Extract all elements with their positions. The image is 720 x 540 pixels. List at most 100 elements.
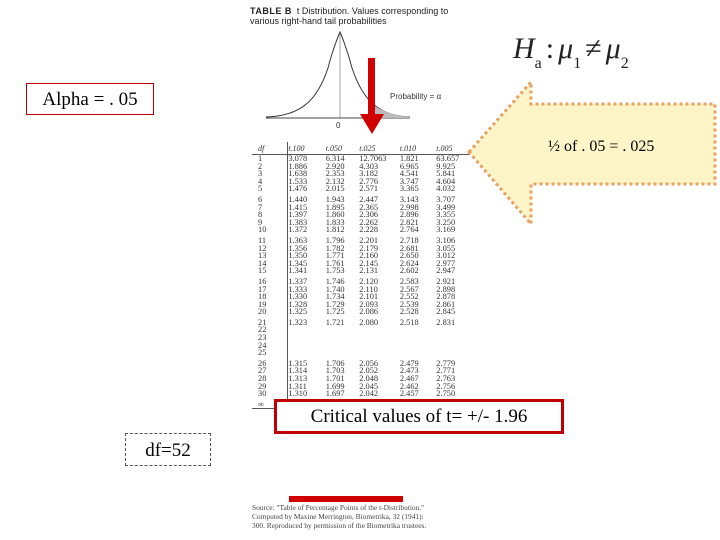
df-cell: 23 <box>252 334 289 342</box>
value-cell: 2.602 <box>399 266 419 276</box>
value-cell: 2.750 <box>436 389 456 399</box>
df-cell: 12 <box>252 244 289 253</box>
value-cell: 2.048 <box>359 374 379 384</box>
value-cell: 1.383 <box>288 217 308 227</box>
value-cell: 3.169 <box>436 225 456 235</box>
callout-arrow <box>467 80 717 229</box>
df-cell: 30 <box>252 390 289 398</box>
table-row: 9 1.383 1.833 2.262 2.821 3.250 <box>252 217 470 227</box>
value-cell: 3.012 <box>436 251 456 261</box>
value-cell: 2.462 <box>399 381 419 391</box>
value-cell: 1.895 <box>325 202 345 212</box>
df-cell: 29 <box>252 382 289 391</box>
formula-neq: ≠ <box>585 32 602 65</box>
value-cell: 3.499 <box>436 202 456 212</box>
value-cell: 6.314 <box>325 154 345 163</box>
zero-label: 0 <box>336 121 341 130</box>
value-cell <box>326 334 360 342</box>
table-row: 19 1.328 1.729 2.093 2.539 2.861 <box>252 299 470 309</box>
value-cell: 2.179 <box>359 243 379 253</box>
formula-colon: : <box>545 32 555 65</box>
table-row: 10 1.372 1.812 2.228 2.764 3.169 <box>252 226 470 234</box>
value-cell: 1.325 <box>288 307 308 317</box>
value-cell: 2.086 <box>359 307 379 317</box>
header-t100: t.100 <box>287 142 326 155</box>
value-cell: 1.337 <box>288 276 308 286</box>
value-cell: 1.333 <box>288 284 308 294</box>
value-cell: 2.681 <box>399 243 419 253</box>
value-cell: 2.120 <box>359 276 379 286</box>
value-cell: 1.943 <box>325 194 345 204</box>
value-cell: 2.131 <box>359 266 379 276</box>
value-cell: 1.796 <box>325 235 345 245</box>
value-cell: 1.860 <box>325 210 345 220</box>
value-cell <box>288 326 326 334</box>
value-cell: 2.921 <box>436 276 456 286</box>
source-note: Source: "Table of Percentage Points of t… <box>252 503 472 530</box>
value-cell <box>288 334 326 342</box>
value-cell: 1.328 <box>288 299 308 309</box>
value-cell: 1.476 <box>288 184 308 194</box>
value-cell: 2.567 <box>399 284 419 294</box>
value-cell: 1.812 <box>325 225 345 235</box>
value-cell <box>288 342 326 350</box>
value-cell: 2.447 <box>359 194 379 204</box>
header-df: df <box>252 142 289 155</box>
table-row: 28 1.313 1.701 2.048 2.467 2.763 <box>252 375 470 383</box>
formula-mu1: μ <box>558 32 574 65</box>
value-cell <box>359 326 400 334</box>
value-cell <box>436 342 470 350</box>
value-cell: 1.753 <box>325 266 345 276</box>
value-cell: 2.518 <box>399 317 419 327</box>
table-row: 20 1.325 1.725 2.086 2.528 2.845 <box>252 308 470 316</box>
header-t005: t.005 <box>436 142 470 155</box>
value-cell <box>436 334 470 342</box>
table-row: 1 3.078 6.314 12.7063 1.821 63.657 <box>252 154 470 163</box>
value-cell: 2.845 <box>436 307 456 317</box>
value-cell: 2.160 <box>359 251 379 261</box>
value-cell: 1.701 <box>325 374 345 384</box>
df-cell: 5 <box>252 185 289 193</box>
table-row: 26 1.315 1.706 2.056 2.479 2.779 <box>252 356 470 368</box>
table-row: 18 1.330 1.734 2.101 2.552 2.878 <box>252 293 470 301</box>
table-row: 21 1.323 1.721 2.080 2.518 2.831 <box>252 315 470 327</box>
df-cell: 4 <box>252 177 289 186</box>
value-cell <box>436 326 470 334</box>
value-cell <box>400 349 436 357</box>
df-cell: 9 <box>252 218 289 227</box>
t-values-table: df t.100 t.050 t.025 t.010 t.005 1 3.078 6… <box>252 142 470 410</box>
value-cell: 2.624 <box>399 258 419 268</box>
table-caption-line2: various right-hand tail probabilities <box>250 16 387 26</box>
value-cell: 2.756 <box>436 381 456 391</box>
value-cell: 2.998 <box>399 202 419 212</box>
value-cell: 2.528 <box>399 307 419 317</box>
value-cell: 1.721 <box>325 317 345 327</box>
df-cell: 14 <box>252 259 289 268</box>
table-body: 1 3.078 6.314 12.7063 1.821 63.657 2 1.886 2.920… <box>252 154 470 410</box>
source-line-2: Computed by Maxine Merrington, Biometrik… <box>252 512 424 521</box>
value-cell: 1.729 <box>325 299 345 309</box>
value-cell: 2.145 <box>359 258 379 268</box>
value-cell: 1.345 <box>288 258 308 268</box>
df-cell: 10 <box>252 226 289 234</box>
value-cell: 2.479 <box>399 358 419 368</box>
value-cell: 2.306 <box>359 210 379 220</box>
value-cell: 2.771 <box>436 366 456 376</box>
table-caption-label: TABLE B <box>250 6 292 16</box>
value-cell: 2.583 <box>399 276 419 286</box>
critical-values-box: Critical values of t= +/- 1.96 <box>274 399 564 434</box>
table-row: 24 <box>252 341 470 350</box>
df-cell: 18 <box>252 293 289 301</box>
value-cell <box>326 349 360 357</box>
red-down-arrow <box>360 58 384 134</box>
df-cell: 13 <box>252 252 289 260</box>
value-cell <box>359 342 400 350</box>
value-cell: 1.397 <box>288 210 308 220</box>
value-cell: 1.533 <box>288 176 308 186</box>
value-cell: 1.314 <box>288 366 308 376</box>
value-cell: 63.657 <box>436 154 460 163</box>
value-cell: 1.706 <box>325 358 345 368</box>
value-cell: 2.896 <box>399 210 419 220</box>
value-cell: 4.032 <box>436 184 456 194</box>
value-cell: 1.638 <box>288 169 308 179</box>
